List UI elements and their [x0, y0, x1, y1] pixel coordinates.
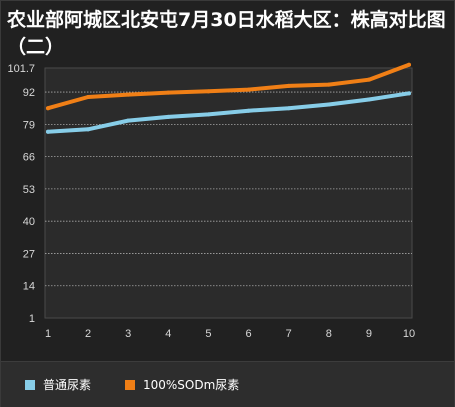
y-tick-label: 1	[29, 313, 35, 325]
series-1-point	[366, 97, 371, 102]
chart-title: 农业部阿城区北安屯7月30日水稻大区：株高对比图（二）	[7, 9, 446, 58]
series-1-point	[206, 112, 211, 117]
series-2-point	[86, 95, 91, 100]
series-line-1	[46, 91, 411, 134]
series-2-point	[326, 82, 331, 87]
plot-area	[44, 67, 413, 319]
series-2-point	[166, 90, 171, 95]
legend-label-series-1: 普通尿素	[43, 378, 92, 392]
series-1-point	[46, 129, 50, 134]
series-1-point	[246, 108, 251, 113]
series-2-point	[206, 89, 211, 94]
series-1-point	[166, 114, 171, 119]
x-tick-label: 7	[286, 328, 292, 340]
series-1-point	[326, 102, 331, 107]
y-tick-label: 40	[23, 216, 35, 228]
y-tick-label: 53	[23, 184, 35, 196]
y-tick-label: 79	[23, 119, 35, 131]
x-tick-label: 10	[403, 328, 415, 340]
legend-swatch-series-2	[125, 379, 135, 390]
series-1-point	[286, 106, 291, 111]
x-tick-label: 1	[45, 328, 51, 340]
y-tick-label: 101.7	[7, 63, 35, 75]
legend-swatch-series-1	[25, 379, 35, 390]
series-2-point	[46, 106, 50, 111]
legend-item-series-1: 普通尿素	[25, 376, 91, 393]
legend-label-series-2: 100%SODm尿素	[143, 378, 240, 392]
series-2-point	[246, 87, 251, 92]
series-2-point	[366, 77, 371, 82]
series-2-point	[286, 83, 291, 88]
x-tick-label: 4	[165, 328, 171, 340]
y-tick-label: 14	[23, 281, 35, 293]
y-tick-label: 27	[23, 248, 35, 260]
series-line-2	[46, 62, 411, 111]
x-tick-label: 6	[245, 328, 251, 340]
series-1-point	[126, 118, 131, 123]
line-chart: 1 14 27 40 53 66 79 92 101.7 1 2 3 4 5 6 7 8 9 10	[7, 62, 415, 340]
y-tick-label: 92	[23, 87, 35, 99]
series-1-point	[407, 91, 411, 96]
legend-item-series-2: 100%SODm尿素	[125, 376, 239, 393]
legend: 普通尿素 100%SODm尿素	[1, 361, 454, 407]
series-2-point	[407, 62, 411, 67]
x-tick-label: 3	[125, 328, 131, 340]
series-2-point	[126, 92, 131, 97]
x-tick-label: 5	[205, 328, 211, 340]
x-tick-label: 8	[326, 328, 332, 340]
x-tick-label: 2	[85, 328, 91, 340]
y-tick-label: 66	[23, 152, 35, 164]
series-1-point	[86, 127, 91, 132]
x-tick-label: 9	[366, 328, 372, 340]
